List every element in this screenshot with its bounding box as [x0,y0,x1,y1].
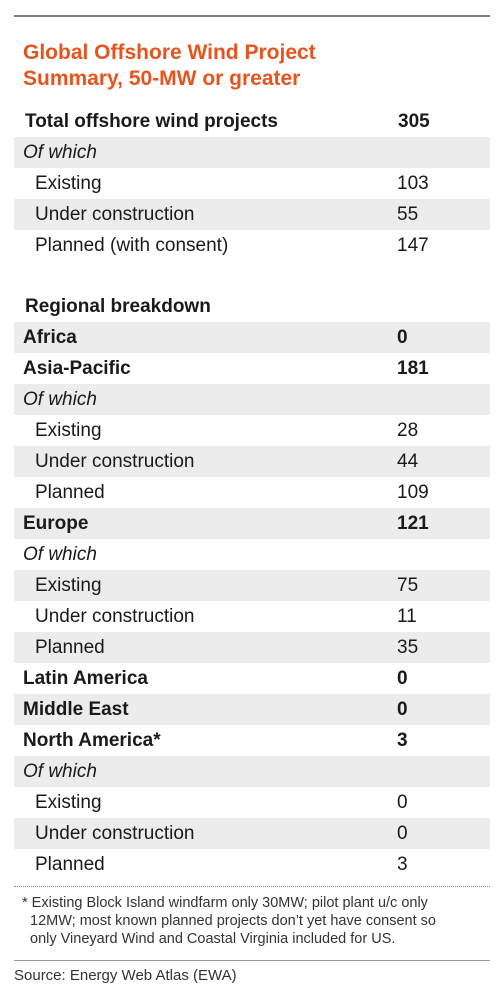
row-value: 11 [397,606,417,627]
row-value: 121 [397,513,429,534]
table-row-region-europe: Europe 121 [14,508,490,539]
row-label: Existing [35,420,102,441]
table-row-region-latin-america: Latin America 0 [14,663,490,694]
row-value: 147 [397,235,429,256]
row-label: Existing [35,173,102,194]
table-row: Existing 103 [14,168,490,199]
table-row: Planned 35 [14,632,490,663]
row-value: 44 [397,451,419,472]
row-label: Under construction [35,606,195,627]
row-value: 28 [397,420,419,441]
spacer [14,261,490,291]
row-value: 0 [397,327,408,348]
row-label: Africa [23,327,77,348]
footnote-line-1: * Existing Block Island windfarm only 30… [22,895,428,911]
row-label: Middle East [23,699,129,720]
row-label: Asia-Pacific [23,358,131,379]
table-row-region-middle-east: Middle East 0 [14,694,490,725]
row-value: 0 [397,792,408,813]
table-row-of-which: Of which [14,384,490,415]
row-value: 3 [397,730,408,751]
row-value: 103 [397,173,429,194]
footnote-line-2: 12MW; most known planned projects don’t … [30,913,436,929]
title-line-1: Global Offshore Wind Project [23,41,316,64]
row-label: Total offshore wind projects [25,111,278,132]
table-row-of-which: Of which [14,756,490,787]
source-note: Source: Energy Web Atlas (EWA) [14,967,237,984]
table-row: Existing 28 [14,415,490,446]
table-row: Under construction 11 [14,601,490,632]
table-row-of-which: Of which [14,539,490,570]
row-value: 305 [398,111,430,132]
table-row: Planned (with consent) 147 [14,230,490,261]
row-value: 109 [397,482,429,503]
row-label: Existing [35,575,102,596]
row-value: 0 [397,699,408,720]
footnote: * Existing Block Island windfarm only 30… [14,894,490,948]
row-label: Latin America [23,668,148,689]
table-row: Under construction 44 [14,446,490,477]
row-label: Planned (with consent) [35,235,229,256]
row-value: 35 [397,637,419,658]
row-label: Of which [23,761,97,782]
row-label: Of which [23,142,97,163]
row-label: Planned [35,854,105,875]
footnote-divider [14,886,490,887]
row-label: North America* [23,730,161,751]
row-label: Existing [35,792,102,813]
source-divider [14,960,490,961]
row-label: Under construction [35,823,195,844]
row-label: Under construction [35,451,195,472]
table-row-region-africa: Africa 0 [14,322,490,353]
row-label: Of which [23,544,97,565]
table-row: Under construction 0 [14,818,490,849]
row-value: 3 [397,854,408,875]
row-label: Regional breakdown [25,296,211,317]
row-value: 181 [397,358,429,379]
title-line-2: Summary, 50-MW or greater [23,67,301,90]
table-row-of-which: Of which [14,137,490,168]
table-title: Global Offshore Wind Project Summary, 50… [23,40,483,92]
row-label: Under construction [35,204,195,225]
table-row: Existing 75 [14,570,490,601]
table-row: Under construction 55 [14,199,490,230]
row-value: 75 [397,575,419,596]
row-label: Of which [23,389,97,410]
section-heading-regional: Regional breakdown [14,291,490,322]
table-row: Planned 109 [14,477,490,508]
summary-table: Total offshore wind projects 305 Of whic… [14,106,490,880]
table-row: Existing 0 [14,787,490,818]
table-row-region-asia-pacific: Asia-Pacific 181 [14,353,490,384]
row-value: 0 [397,668,408,689]
row-value: 55 [397,204,419,225]
footnote-line-3: only Vineyard Wind and Coastal Virginia … [30,931,396,947]
row-label: Europe [23,513,89,534]
row-label: Planned [35,482,105,503]
table-row-total: Total offshore wind projects 305 [14,106,490,137]
row-value: 0 [397,823,408,844]
table-row-region-north-america: North America* 3 [14,725,490,756]
table-row: Planned 3 [14,849,490,880]
row-label: Planned [35,637,105,658]
top-rule [14,15,490,17]
